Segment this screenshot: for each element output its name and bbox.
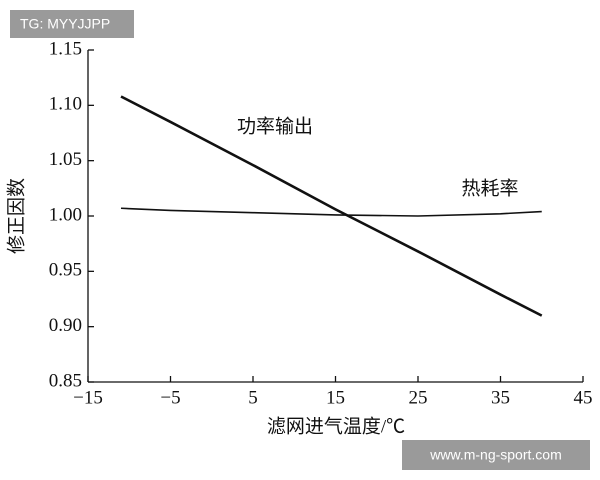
line bbox=[120, 207, 542, 217]
watermark-box bbox=[10, 10, 134, 38]
series-label: 热耗率 bbox=[461, 177, 518, 199]
x-tick-label: 35 bbox=[491, 387, 510, 408]
y-axis-label: 修正因数 bbox=[5, 178, 27, 254]
x-tick-label: −5 bbox=[160, 387, 180, 408]
y-tick-label: 0.95 bbox=[49, 260, 82, 281]
y-tick-label: 1.05 bbox=[49, 149, 82, 170]
watermark-box bbox=[402, 440, 590, 470]
watermark: www.m-ng-sport.com bbox=[429, 447, 561, 463]
series-label: 功率输出 bbox=[237, 115, 313, 137]
x-tick-label: 5 bbox=[248, 387, 258, 408]
x-tick-label: 25 bbox=[409, 387, 428, 408]
x-axis-label: 滤网进气温度/℃ bbox=[267, 415, 405, 437]
watermark: TG: MYYJJPP bbox=[20, 16, 110, 32]
y-tick-label: 0.85 bbox=[49, 370, 82, 391]
y-tick-label: 0.90 bbox=[49, 315, 82, 336]
line bbox=[120, 95, 543, 317]
x-tick-label: 15 bbox=[326, 387, 345, 408]
y-tick-label: 1.10 bbox=[49, 94, 82, 115]
y-tick-label: 1.00 bbox=[49, 204, 82, 225]
x-tick-label: 45 bbox=[574, 387, 593, 408]
x-tick-label: −15 bbox=[73, 387, 103, 408]
y-tick-label: 1.15 bbox=[49, 38, 82, 59]
